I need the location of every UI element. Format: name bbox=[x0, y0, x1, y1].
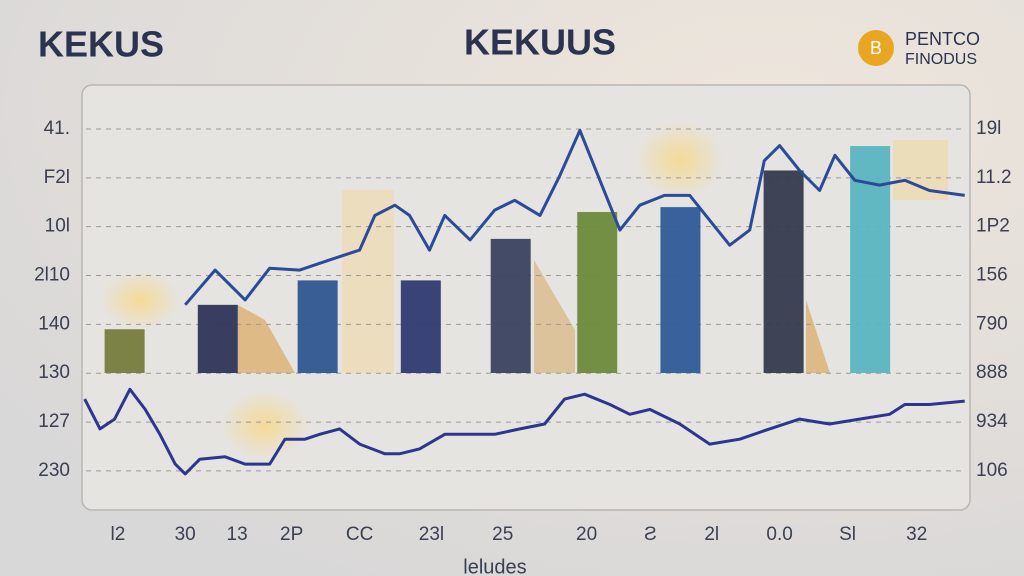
y2-tick-label: 1P2 bbox=[976, 216, 1010, 237]
glow bbox=[635, 120, 725, 200]
glow-band bbox=[893, 140, 948, 200]
y2-tick-label: 106 bbox=[976, 460, 1008, 481]
shade bbox=[534, 260, 575, 373]
y-tick-label: 2l10 bbox=[34, 265, 70, 286]
shade bbox=[806, 300, 830, 373]
bar bbox=[577, 212, 618, 373]
brand-line1: PENTCO bbox=[905, 29, 980, 49]
line bbox=[83, 387, 965, 476]
glow bbox=[220, 390, 310, 460]
line bbox=[184, 128, 965, 306]
x-tick-label: Ƨ bbox=[644, 524, 657, 545]
y2-tick-label: 790 bbox=[976, 313, 1008, 334]
bar bbox=[490, 238, 531, 373]
x-tick-label: 32 bbox=[906, 524, 927, 545]
x-tick-label: 0.0 bbox=[766, 524, 792, 545]
shade bbox=[238, 305, 295, 373]
y-tick-label: F2l bbox=[44, 167, 70, 188]
y2-tick-label: 19l bbox=[976, 118, 1001, 139]
glow-band bbox=[342, 190, 394, 373]
x-tick-label: 23l bbox=[419, 524, 444, 545]
x-tick-label: 2P bbox=[280, 524, 303, 545]
y-tick-label: 140 bbox=[38, 313, 70, 334]
y-tick-label: 41. bbox=[44, 118, 70, 139]
y2-tick-label: 934 bbox=[976, 411, 1008, 432]
bar bbox=[660, 207, 701, 373]
bar bbox=[400, 280, 441, 373]
x-tick-label: CC bbox=[346, 524, 373, 545]
x-tick-label: 25 bbox=[492, 524, 513, 545]
center-title: KEKUUS bbox=[464, 22, 616, 63]
y-tick-label: 127 bbox=[38, 411, 70, 432]
x-tick-label: l2 bbox=[111, 524, 126, 545]
x-tick-label: 2l bbox=[704, 524, 719, 545]
y-tick-label: 130 bbox=[38, 362, 70, 383]
y2-tick-label: 888 bbox=[976, 362, 1008, 383]
bar bbox=[297, 280, 338, 373]
x-tick-label: Sl bbox=[839, 524, 856, 545]
x-tick-label: 13 bbox=[227, 524, 248, 545]
y2-tick-label: 11.2 bbox=[976, 167, 1012, 188]
x-tick-label: 30 bbox=[175, 524, 196, 545]
y2-tick-label: 156 bbox=[976, 265, 1008, 286]
x-axis-label: leludes bbox=[463, 556, 526, 576]
left-title: KEKUS bbox=[38, 24, 164, 65]
bar bbox=[763, 170, 804, 373]
brand-logo-glyph: B bbox=[870, 38, 882, 58]
bar bbox=[104, 329, 145, 373]
y-tick-label: 10l bbox=[45, 216, 70, 237]
glow bbox=[100, 270, 180, 330]
x-tick-label: 20 bbox=[576, 524, 597, 545]
bar bbox=[197, 304, 238, 373]
y-tick-label: 230 bbox=[38, 460, 70, 481]
brand-line2: FINODUS bbox=[905, 51, 977, 68]
brand-logo bbox=[858, 30, 894, 66]
